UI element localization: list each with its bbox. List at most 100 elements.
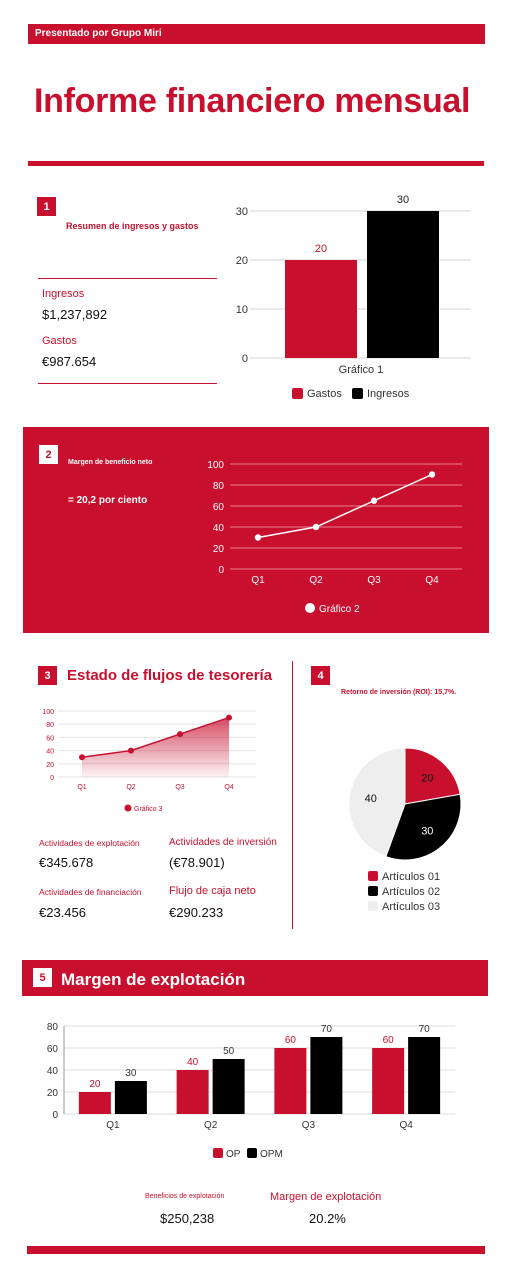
data-label: 20 (315, 243, 327, 255)
presenter-text: Presentado por Grupo Miri (35, 28, 162, 39)
x-tick-label: Q3 (302, 1120, 316, 1131)
legend-swatch (368, 901, 378, 911)
data-point (312, 523, 320, 531)
data-point (254, 534, 262, 541)
legend-label: Gráfico 3 (134, 806, 163, 813)
expense-value: €987.654 (42, 354, 97, 369)
data-point (428, 471, 436, 478)
data-label: 60 (383, 1035, 395, 1046)
data-label: 30 (397, 194, 409, 206)
income-label: Ingresos (42, 288, 85, 300)
chart-4: 20 30 40 Artículos 01 Artículos 02 Artículos … (348, 747, 462, 913)
data-label: 70 (419, 1024, 431, 1035)
y-tick-label: 100 (42, 709, 54, 716)
chart-title: Gráfico 1 (339, 364, 384, 376)
vertical-divider (292, 661, 293, 929)
bar (114, 1081, 147, 1114)
cashflow-label: Actividades de inversión (169, 837, 277, 848)
series-line (81, 716, 230, 758)
x-tick-label: Q4 (224, 784, 233, 791)
y-tick-label: 40 (46, 749, 54, 756)
section5-title: Margen de explotación (61, 970, 246, 989)
bar (212, 1059, 245, 1114)
bar (367, 211, 439, 358)
section2-number: 2 (39, 445, 58, 464)
data-label: 70 (321, 1024, 333, 1035)
pie-slice (348, 747, 406, 858)
legend-swatch (352, 388, 363, 399)
y-tick-label: 0 (242, 353, 248, 365)
bar (78, 1092, 111, 1114)
slice-label: 30 (421, 826, 433, 838)
x-tick-label: Q3 (175, 784, 184, 791)
area-fill (82, 717, 229, 777)
chart-3: 0 20 40 60 80 100 Q1 Q2 Q3 Q4 Gráfico 3 (42, 709, 256, 813)
y-tick-label: 100 (207, 460, 224, 471)
op-profit-label: Beneficios de explotación (145, 1193, 225, 1200)
data-label: 30 (125, 1068, 137, 1079)
data-label: 60 (285, 1035, 297, 1046)
section2-title: Margen de beneficio neto (68, 459, 153, 466)
bar (285, 260, 357, 358)
section5-banner (22, 960, 488, 996)
data-point (79, 754, 85, 761)
legend-label: OP (226, 1149, 241, 1160)
legend-label: OPM (260, 1149, 283, 1160)
bar (310, 1037, 343, 1114)
slice-label: 40 (365, 793, 377, 805)
x-tick-label: Q2 (309, 575, 323, 586)
legend-swatch (368, 871, 378, 881)
legend-swatch (368, 886, 378, 896)
section5-number: 5 (33, 968, 52, 987)
legend-swatch (124, 804, 132, 812)
chart-2: 0 20 40 60 80 100 Q1 Q2 Q3 Q4 Gráfico 2 (207, 460, 462, 615)
legend-swatch (292, 388, 303, 399)
bar (274, 1048, 307, 1114)
cashflow-label: Flujo de caja neto (169, 885, 256, 897)
y-tick-label: 40 (213, 523, 225, 534)
x-tick-label: Q1 (77, 784, 86, 791)
y-tick-label: 0 (52, 1110, 58, 1121)
y-tick-label: 20 (47, 1088, 59, 1099)
slice-label: 20 (421, 772, 433, 784)
y-tick-label: 80 (46, 722, 54, 729)
section3-number: 3 (38, 666, 57, 685)
bar (372, 1048, 405, 1114)
data-label: 40 (187, 1057, 199, 1068)
legend-swatch (305, 603, 315, 613)
section4-number: 4 (311, 666, 330, 685)
op-margin-label: Margen de explotación (270, 1191, 382, 1203)
y-tick-label: 60 (47, 1044, 59, 1055)
chart-5: 0 20 40 60 80 20 30 Q1 40 50 Q2 60 70 Q3 60 70 Q4 OP OPM (47, 1022, 455, 1160)
series-line (257, 473, 433, 539)
y-tick-label: 0 (218, 565, 224, 576)
section3-title: Estado de flujos de tesorería (67, 667, 273, 684)
divider (38, 278, 217, 279)
legend-swatch (213, 1148, 223, 1158)
page-title: Informe financiero mensual (34, 82, 471, 120)
data-point (177, 731, 183, 738)
y-tick-label: 20 (236, 255, 248, 267)
data-label: 50 (223, 1046, 235, 1057)
y-tick-label: 20 (213, 544, 225, 555)
section1-number: 1 (37, 197, 56, 216)
x-tick-label: Q4 (399, 1120, 413, 1131)
data-point (226, 714, 232, 721)
section1-title: Resumen de ingresos y gastos (66, 221, 199, 231)
section2-panel (23, 427, 489, 633)
y-tick-label: 60 (46, 735, 54, 742)
y-tick-label: 80 (213, 481, 225, 492)
x-tick-label: Q3 (367, 575, 381, 586)
x-tick-label: Q2 (204, 1120, 218, 1131)
data-point (370, 497, 378, 504)
op-profit-value: $250,238 (160, 1211, 215, 1226)
expense-label: Gastos (42, 335, 77, 347)
op-margin-value: 20.2% (309, 1211, 346, 1226)
divider (38, 383, 217, 384)
cashflow-value: €290.233 (169, 905, 224, 920)
data-point (128, 747, 134, 754)
cashflow-label: Actividades de financiación (39, 887, 142, 897)
cashflow-value: (€78.901) (169, 855, 225, 870)
y-tick-label: 10 (236, 304, 248, 316)
x-tick-label: Q2 (126, 784, 135, 791)
